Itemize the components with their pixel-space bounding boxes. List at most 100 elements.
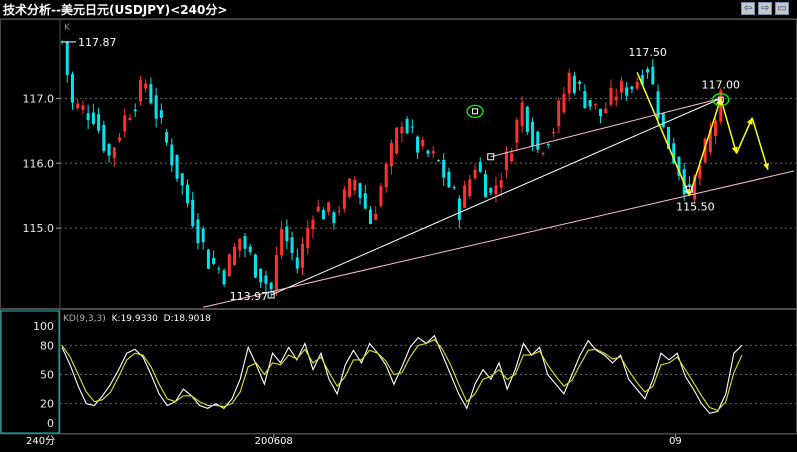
markers bbox=[267, 93, 730, 299]
candle-body bbox=[165, 132, 169, 143]
candle-body bbox=[337, 211, 341, 213]
candle-body bbox=[510, 153, 514, 162]
candle-body bbox=[363, 193, 367, 209]
candle-body bbox=[97, 114, 101, 131]
candle-body bbox=[274, 254, 278, 290]
candle-body bbox=[76, 103, 80, 109]
candle-body bbox=[217, 268, 221, 270]
title-bar: 技术分析--美元日元(USDJPY)<240分> ⇦ ⇨ ▭ bbox=[0, 0, 797, 19]
marker-square bbox=[487, 153, 495, 161]
projection-arrowhead bbox=[746, 117, 753, 125]
indicator-panel-frame bbox=[0, 309, 797, 434]
candle-body bbox=[212, 258, 216, 264]
candle-body bbox=[86, 113, 90, 121]
candle-body bbox=[484, 174, 488, 198]
candle-body bbox=[431, 151, 435, 154]
price-annotations: 117.87 113.97 117.50 117.00 115.50 bbox=[62, 36, 740, 303]
candle-body bbox=[353, 179, 357, 191]
candle-body bbox=[703, 138, 707, 163]
candle-body bbox=[442, 159, 446, 178]
candle-body bbox=[185, 184, 189, 204]
candle-body bbox=[374, 213, 378, 220]
candle-body bbox=[248, 246, 252, 252]
close-button[interactable]: ▭ bbox=[775, 2, 789, 15]
candle-body bbox=[128, 117, 132, 120]
candle-body bbox=[421, 139, 425, 147]
indicator-y-tick-label: 80 bbox=[40, 339, 54, 352]
candle-body bbox=[546, 144, 550, 146]
candle-body bbox=[473, 169, 477, 179]
candle-body bbox=[227, 254, 231, 277]
candle-body bbox=[609, 87, 613, 105]
candle-body bbox=[170, 144, 174, 166]
candle-body bbox=[520, 102, 524, 127]
candle-body bbox=[206, 249, 210, 269]
candle-body bbox=[332, 212, 336, 223]
candle-body bbox=[619, 80, 623, 93]
price-annotation: 117.00 bbox=[702, 78, 741, 91]
projection-segment bbox=[720, 98, 738, 154]
candle-body bbox=[667, 126, 671, 149]
price-panel-frame bbox=[0, 19, 797, 309]
prev-button[interactable]: ⇦ bbox=[741, 2, 755, 15]
candle-body bbox=[515, 120, 519, 143]
x-axis-label: 09 bbox=[669, 436, 682, 447]
candle-body bbox=[405, 118, 409, 134]
candle-body bbox=[625, 87, 629, 96]
kd-legend-prefix: KD(9,3,3) bbox=[63, 314, 106, 324]
next-button[interactable]: ⇨ bbox=[758, 2, 772, 15]
candle-body bbox=[463, 185, 467, 208]
candle-body bbox=[693, 175, 697, 200]
candle-body bbox=[264, 275, 268, 284]
indicator-y-ticks: 0 20 50 80 100 bbox=[33, 320, 54, 430]
projection-segment bbox=[735, 117, 753, 154]
candle-body bbox=[180, 173, 184, 186]
candle-body bbox=[640, 75, 644, 85]
price-annotation: 113.97 bbox=[230, 290, 269, 303]
candle-body bbox=[578, 81, 582, 84]
candle-body bbox=[306, 228, 310, 249]
marker-square bbox=[685, 185, 693, 193]
indicator-grid bbox=[60, 344, 797, 405]
candle-body bbox=[452, 187, 456, 189]
candle-body bbox=[112, 147, 116, 158]
candle-body bbox=[447, 171, 451, 188]
candle-body bbox=[154, 95, 158, 119]
trend-lines bbox=[203, 97, 795, 308]
candle-body bbox=[426, 150, 430, 154]
candle-body bbox=[91, 112, 95, 124]
price-annotation: 115.50 bbox=[676, 201, 715, 214]
candle-body bbox=[290, 237, 294, 253]
trend-line bbox=[203, 170, 795, 308]
candle-body bbox=[583, 91, 587, 109]
candle-body bbox=[368, 209, 372, 224]
candle-body bbox=[677, 156, 681, 176]
candle-body bbox=[233, 246, 237, 265]
candle-body bbox=[525, 106, 529, 132]
d-value-label: D:18.9018 bbox=[164, 314, 211, 324]
candle-body bbox=[175, 154, 179, 179]
candle-body bbox=[379, 186, 383, 207]
candle-body bbox=[614, 96, 618, 101]
candle-body bbox=[536, 131, 540, 150]
marker-square bbox=[267, 291, 275, 299]
candle-body bbox=[714, 120, 718, 137]
candle-body bbox=[243, 236, 247, 249]
candle-body bbox=[572, 75, 576, 93]
indicator-scale-box bbox=[0, 310, 60, 434]
marker-ellipse bbox=[466, 104, 484, 118]
marker-ellipse bbox=[712, 93, 730, 107]
marker-square bbox=[472, 108, 479, 115]
candle-body bbox=[599, 108, 603, 116]
candle-body bbox=[687, 184, 691, 186]
period-label: 240分 bbox=[26, 435, 55, 447]
kd-legend: KD(9,3,3) K:19.9330 D:18.9018 bbox=[63, 314, 211, 324]
candles bbox=[60, 40, 723, 298]
candle-body bbox=[191, 199, 195, 227]
indicator-y-tick-label: 0 bbox=[47, 417, 54, 430]
candle-body bbox=[327, 202, 331, 212]
projection-arrowhead bbox=[763, 162, 769, 170]
price-y-tick-label: 117.0 bbox=[23, 92, 55, 105]
candle-body bbox=[593, 103, 597, 106]
candle-body bbox=[504, 151, 508, 170]
